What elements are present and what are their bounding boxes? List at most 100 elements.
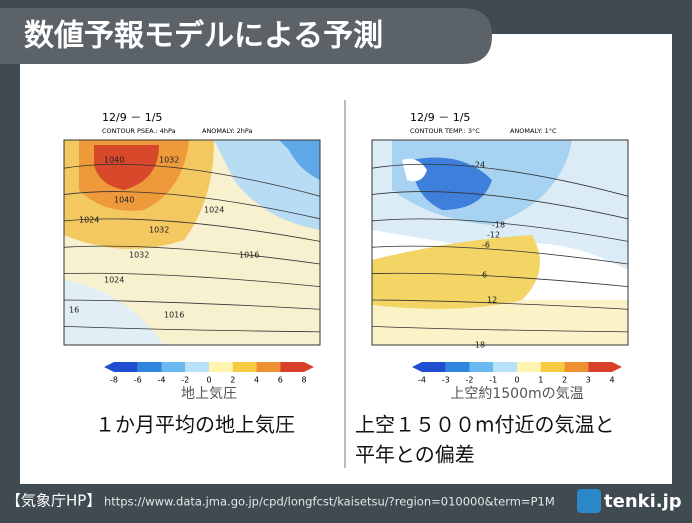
contour-line — [64, 245, 320, 265]
source: 【気象庁HP】 — [6, 492, 101, 510]
colorbar-tick: 3 — [586, 376, 591, 385]
contour-line — [64, 272, 320, 288]
contour-line — [64, 325, 320, 333]
contour-line — [64, 218, 320, 242]
colorbar-segment — [137, 362, 162, 372]
anomaly-area — [372, 300, 628, 345]
logo-icon — [577, 489, 601, 513]
anomaly-info: ANOMALY: 2hPa — [202, 127, 252, 135]
colorbar-arrow — [104, 362, 114, 372]
colorbar-tick: 2 — [562, 376, 567, 385]
contour-label: 1016 — [164, 311, 184, 320]
contour-label: 1016 — [239, 251, 259, 260]
colorbar-segment — [422, 362, 446, 372]
contour-line — [372, 325, 628, 333]
colorbar-segment — [232, 362, 257, 372]
colorbar-tick: 0 — [206, 376, 211, 385]
contour-label: 1024 — [104, 276, 124, 285]
contour-info: CONTOUR TEMP.: 3°C — [410, 127, 480, 135]
colorbar-tick: -4 — [418, 376, 426, 385]
contour-label: 16 — [69, 306, 79, 315]
colorbar-tick: -4 — [158, 376, 166, 385]
anomaly-area — [94, 145, 159, 190]
contour-line — [372, 245, 628, 265]
colorbar-tick: -2 — [466, 376, 474, 385]
contour-label: 1032 — [129, 251, 149, 260]
colorbar-segment — [161, 362, 186, 372]
colorbar-segment — [445, 362, 470, 372]
contour-label: 1024 — [204, 206, 224, 215]
colorbar-segment — [540, 362, 565, 372]
colorbar-segment — [114, 362, 138, 372]
colorbar-tick: -2 — [181, 376, 189, 385]
caption: 平年との偏差 — [355, 443, 475, 467]
colorbar-tick: -1 — [489, 376, 497, 385]
colorbar-segment — [280, 362, 304, 372]
caption: 上空１５００m付近の気温と — [355, 413, 614, 437]
contour-label: -6 — [482, 241, 490, 250]
contour-line — [372, 218, 628, 242]
contour-label: 1032 — [159, 156, 179, 165]
title: 数値予報モデルによる予測 — [24, 19, 383, 54]
colorbar-segment — [517, 362, 541, 372]
url: https://www.data.jma.go.jp/cpd/longfcst/… — [104, 495, 555, 509]
contour-info: CONTOUR PSEA.: 4hPa — [102, 127, 176, 135]
contour-line — [372, 163, 628, 197]
anomaly-area — [412, 157, 492, 210]
anomaly-info: ANOMALY: 1°C — [510, 127, 557, 135]
contour-label: 1024 — [79, 216, 99, 225]
colorbar-segment — [209, 362, 233, 372]
colorbar-tick: -3 — [442, 376, 450, 385]
title-banner — [0, 8, 492, 64]
colorbar-segment — [185, 362, 209, 372]
colorbar-label: 地上気圧 — [181, 386, 237, 402]
period: 12/9 － 1/5 — [102, 111, 162, 124]
contour-line — [64, 163, 320, 197]
contour-label: 6 — [482, 271, 487, 280]
logo: tenki.jp — [604, 491, 682, 512]
colorbar-arrow — [412, 362, 422, 372]
colorbar-arrow — [304, 362, 314, 372]
colorbar-segment — [493, 362, 517, 372]
anomaly-area — [372, 235, 540, 309]
colorbar-segment — [588, 362, 612, 372]
colorbar-tick: 0 — [514, 376, 519, 385]
caption: １か月平均の地上気圧 — [95, 413, 295, 437]
map: 1040 1032 1040 1024 1032 1024 1032 1016 1024 1016… — [63, 139, 321, 346]
contour-line — [372, 191, 628, 220]
colorbar-segment — [469, 362, 494, 372]
colorbar-tick: -8 — [110, 376, 118, 385]
colorbar-tick: 6 — [278, 376, 283, 385]
colorbar-tick: 1 — [538, 376, 543, 385]
contour-label: -24 — [472, 161, 485, 170]
contour-line — [372, 272, 628, 288]
map-layers — [64, 140, 320, 345]
contour-label: -12 — [487, 231, 500, 240]
contour-line — [64, 299, 320, 310]
map-frame — [63, 139, 321, 346]
contour-label: -18 — [492, 221, 505, 230]
contour-label: 1040 — [114, 196, 134, 205]
colorbar-tick: 2 — [230, 376, 235, 385]
colorbar-label: 上空約1500mの気温 — [450, 386, 583, 402]
map-layers — [372, 140, 628, 345]
contour-line — [372, 299, 628, 310]
contour-label: -18 — [472, 341, 485, 350]
colorbar-tick: 8 — [301, 376, 306, 385]
colorbar-tick: 4 — [609, 376, 614, 385]
colorbar-tick: 4 — [254, 376, 259, 385]
map-frame — [371, 139, 629, 346]
colorbar-segment — [256, 362, 281, 372]
colorbar-tick: -6 — [134, 376, 142, 385]
anomaly-area — [214, 140, 320, 230]
colorbar-arrow — [612, 362, 622, 372]
colorbar-segment — [564, 362, 589, 372]
contour-label: 1040 — [104, 156, 124, 165]
anomaly-area — [279, 140, 320, 180]
contour-label: 12 — [487, 296, 497, 305]
period: 12/9 － 1/5 — [410, 111, 470, 124]
contour-label: 1032 — [149, 226, 169, 235]
contour-line — [64, 191, 320, 220]
